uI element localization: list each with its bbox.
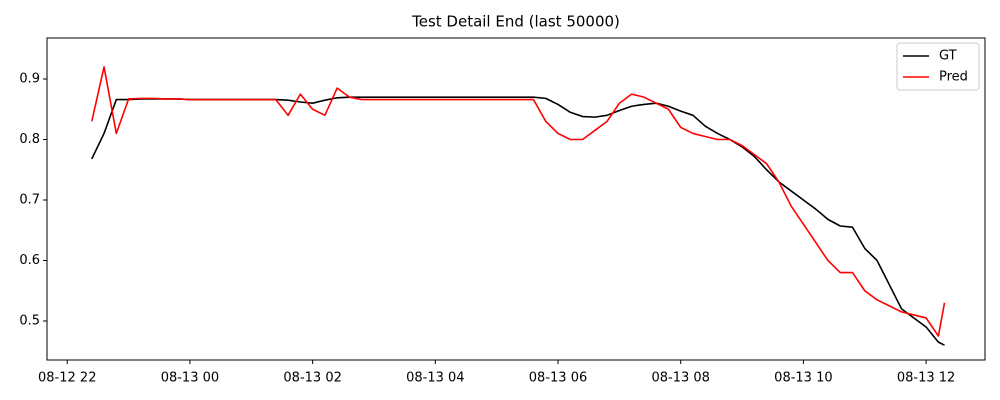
- x-tick-label: 08-13 00: [161, 371, 219, 386]
- x-tick-label: 08-13 04: [406, 371, 464, 386]
- legend-box: [896, 42, 980, 91]
- x-tick-label: 08-13 06: [529, 371, 587, 386]
- plot-frame: [46, 37, 986, 361]
- series-line: [91, 96, 945, 346]
- y-tick-label: 0.6: [19, 253, 40, 268]
- y-tick-label: 0.5: [19, 313, 40, 328]
- x-tick-label: 08-13 02: [283, 371, 341, 386]
- legend-label: GT: [939, 49, 957, 64]
- chart-title: Test Detail End (last 50000): [411, 13, 620, 31]
- y-tick-label: 0.7: [19, 192, 40, 207]
- legend-label: Pred: [939, 70, 968, 85]
- x-tick-label: 08-13 12: [897, 371, 955, 386]
- x-tick-label: 08-13 08: [651, 371, 709, 386]
- series-line: [90, 66, 946, 337]
- y-tick-label: 0.9: [19, 72, 40, 87]
- x-tick-label: 08-12 22: [38, 371, 96, 386]
- y-tick-label: 0.8: [19, 132, 40, 147]
- x-tick-label: 08-13 10: [774, 371, 832, 386]
